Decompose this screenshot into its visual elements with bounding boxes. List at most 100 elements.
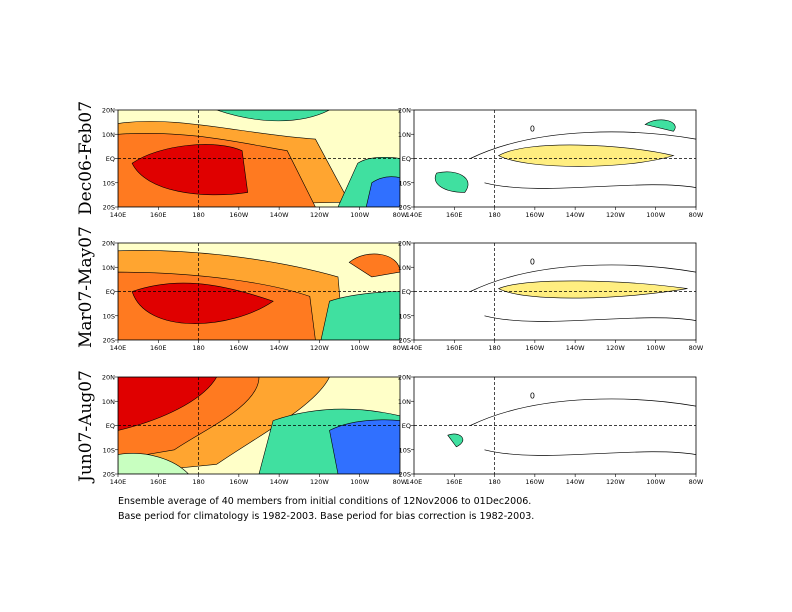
zero-contour (484, 182, 696, 189)
x-tick-label: 160E (150, 478, 167, 486)
y-tick-label: 20N (102, 240, 115, 248)
x-tick-label: 80W (689, 344, 704, 352)
x-tick-label: 160E (446, 478, 463, 486)
x-tick-label: 160W (525, 211, 544, 219)
caption-line-2: Base period for climatology is 1982-2003… (118, 511, 535, 522)
anomaly-cool (644, 119, 676, 132)
y-tick-label: 10S (103, 312, 115, 320)
y-tick-label: 20S (399, 337, 411, 345)
y-tick-label: 20S (399, 204, 411, 212)
sst-field (118, 110, 400, 207)
anomaly-cool (447, 433, 464, 448)
anomaly-warm (497, 280, 688, 299)
x-tick-label: 160E (150, 344, 167, 352)
x-tick-label: 140E (110, 344, 127, 352)
x-tick-label: 100W (646, 211, 665, 219)
x-tick-label: 180 (488, 344, 500, 352)
sst-panel-2: 140E 160E 180 160W 140W 120W 100W 80W 20N 10N EQ 10… (102, 240, 408, 353)
zero-contour (484, 449, 696, 456)
x-tick-label: 80W (393, 478, 408, 486)
x-tick-label: 160W (229, 211, 248, 219)
x-tick-label: 180 (192, 478, 204, 486)
y-tick-label: 10S (399, 446, 411, 454)
sst-band (118, 377, 218, 431)
x-tick-label: 80W (393, 211, 408, 219)
y-tick-label: 10S (103, 179, 115, 187)
x-tick-label: 120W (606, 478, 625, 486)
anomaly-panel-2: 0 140E 160E 180 160W 140W 120W 100W 80W 20N 10N EQ 1… (398, 240, 704, 353)
y-tick-label: 10N (398, 398, 411, 406)
x-tick-label: 160E (446, 211, 463, 219)
x-tick-label: 80W (689, 211, 704, 219)
x-tick-label: 140W (566, 211, 585, 219)
x-tick-label: 160E (150, 211, 167, 219)
x-tick-label: 160W (525, 344, 544, 352)
anomaly-panel-1: 0 140E 160E 180 160W 140W 120W 100W 80W 20N 10N EQ 1… (398, 107, 704, 220)
y-tick-label: 10N (102, 264, 115, 272)
y-tick-label: 10N (398, 131, 411, 139)
zero-contour (484, 315, 696, 322)
contour-label: 0 (530, 391, 535, 400)
y-tick-label: 20N (398, 107, 411, 115)
y-tick-label: 20N (102, 107, 115, 115)
x-tick-label: 160E (446, 344, 463, 352)
contour-label: 0 (530, 124, 535, 133)
zero-contour (470, 264, 696, 292)
zero-contour (470, 131, 696, 159)
y-tick-label: EQ (106, 155, 115, 163)
anomaly-warm (497, 144, 675, 167)
y-tick-label: 10N (102, 131, 115, 139)
x-tick-label: 80W (689, 478, 704, 486)
x-tick-label: 140E (110, 478, 127, 486)
sst-band (131, 282, 274, 324)
x-tick-label: 100W (350, 211, 369, 219)
x-tick-label: 140W (566, 478, 585, 486)
y-tick-label: 10N (102, 398, 115, 406)
x-tick-label: 120W (606, 344, 625, 352)
x-tick-label: 80W (393, 344, 408, 352)
y-tick-label: EQ (402, 288, 411, 296)
x-tick-label: 120W (310, 211, 329, 219)
x-tick-label: 120W (310, 344, 329, 352)
x-tick-label: 180 (192, 344, 204, 352)
y-tick-label: EQ (106, 288, 115, 296)
sst-band (365, 176, 400, 207)
y-tick-label: EQ (402, 422, 411, 430)
x-tick-label: 100W (350, 344, 369, 352)
y-tick-label: 10S (399, 179, 411, 187)
y-tick-label: EQ (106, 422, 115, 430)
x-tick-label: 100W (646, 344, 665, 352)
sst-band (216, 110, 330, 122)
y-tick-label: EQ (402, 155, 411, 163)
x-tick-label: 160W (229, 344, 248, 352)
x-tick-label: 140E (406, 344, 423, 352)
contour-label: 0 (530, 257, 535, 266)
x-tick-label: 120W (310, 478, 329, 486)
x-tick-label: 140E (110, 211, 127, 219)
sst-band (131, 144, 249, 196)
y-tick-label: 20N (398, 374, 411, 382)
x-tick-label: 140E (406, 478, 423, 486)
x-tick-label: 100W (350, 478, 369, 486)
y-tick-label: 20N (398, 240, 411, 248)
x-tick-label: 160W (525, 478, 544, 486)
x-tick-label: 140E (406, 211, 423, 219)
sst-band (320, 291, 400, 340)
x-tick-label: 140W (566, 344, 585, 352)
sst-band (329, 419, 400, 474)
x-tick-label: 140W (270, 211, 289, 219)
x-tick-label: 140W (270, 344, 289, 352)
row-label-jun-aug: Jun07-Aug07 (76, 370, 96, 482)
anomaly-cool (434, 171, 469, 193)
y-tick-label: 20S (103, 204, 115, 212)
caption-line-1: Ensemble average of 40 members from init… (118, 496, 532, 507)
y-tick-label: 20N (102, 374, 115, 382)
anomaly-panel-3: 0 140E 160E 180 160W 140W 120W 100W 80W 20N 10N EQ 1… (398, 374, 704, 487)
x-tick-label: 160W (229, 478, 248, 486)
sst-panel-3: 140E 160E 180 160W 140W 120W 100W 80W 20N 10N EQ 10… (102, 374, 408, 487)
y-tick-label: 20S (103, 337, 115, 345)
y-tick-label: 20S (103, 471, 115, 479)
zero-contour (470, 398, 696, 426)
y-tick-label: 10S (103, 446, 115, 454)
row-label-dec-feb: Dec06-Feb07 (76, 100, 96, 215)
